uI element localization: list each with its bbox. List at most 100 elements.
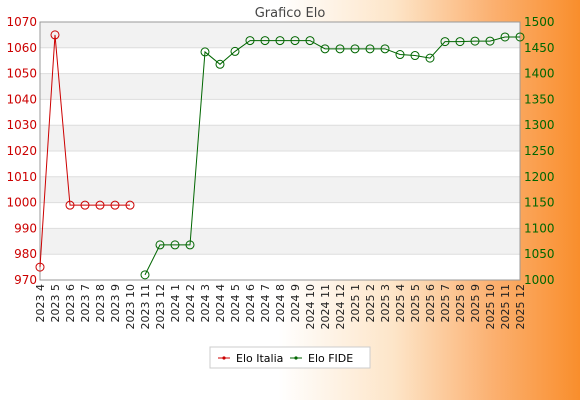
data-point [65, 200, 75, 210]
x-tick-label: 2025 7 [439, 284, 452, 323]
series-layer [35, 30, 525, 280]
x-tick-label: 2023 7 [79, 284, 92, 323]
plot-band [40, 73, 520, 100]
plot-band [40, 22, 520, 48]
y-left-tick-label: 1060 [6, 41, 37, 55]
data-point [110, 200, 120, 210]
data-point [425, 53, 435, 63]
plot-band [40, 99, 520, 126]
x-tick-label: 2025 9 [469, 284, 482, 323]
y-right-tick-label: 1050 [524, 247, 555, 261]
y-right-tick-label: 1350 [524, 92, 555, 106]
data-point [350, 44, 360, 54]
data-point [440, 37, 450, 47]
x-tick-label: 2023 5 [49, 284, 62, 323]
data-point [485, 36, 495, 46]
y-left-tick-label: 1010 [6, 170, 37, 184]
x-tick-label: 2024 9 [289, 284, 302, 323]
legend-marker [294, 356, 298, 360]
x-tick-label: 2023 6 [64, 284, 77, 323]
series-line [144, 36, 520, 276]
y-right-tick-label: 1400 [524, 67, 555, 81]
x-tick-label: 2025 3 [379, 284, 392, 323]
x-tick-label: 2025 4 [394, 284, 407, 323]
legend: Elo Italia Elo FIDE [209, 346, 371, 369]
series-line [39, 34, 130, 268]
data-point [515, 32, 525, 42]
data-point [365, 44, 375, 54]
y-left-tick-label: 980 [14, 247, 37, 261]
data-point [260, 36, 270, 46]
plot-border [39, 21, 521, 281]
y-axis-right: 1000 1050 1100 1150 1200 1250 1300 1350 1400 1450… [524, 15, 555, 287]
data-point [125, 200, 135, 210]
plot-band [40, 254, 520, 280]
x-tick-label: 2025 5 [409, 284, 422, 323]
plot-band [40, 151, 520, 177]
data-point [290, 36, 300, 46]
y-left-tick-label: 970 [14, 273, 37, 287]
x-tick-label: 2024 12 [334, 284, 347, 330]
y-right-tick-label: 1450 [524, 41, 555, 55]
data-point [35, 262, 45, 272]
y-right-tick-label: 1500 [524, 15, 555, 29]
x-tick-label: 2024 10 [304, 284, 317, 330]
plot-band [40, 47, 520, 74]
chart-title: Grafico Elo [255, 6, 326, 21]
y-axis-left: 970 980 990 1000 1010 1020 1030 1040 1050 1060 107… [6, 15, 37, 287]
legend-label: Elo FIDE [308, 352, 353, 365]
data-point [395, 50, 405, 60]
legend-marker [222, 356, 226, 360]
data-point [140, 270, 150, 280]
x-tick-label: 2024 3 [199, 284, 212, 323]
y-right-tick-label: 1250 [524, 144, 555, 158]
x-tick-label: 2025 8 [454, 284, 467, 323]
x-tick-label: 2025 10 [484, 284, 497, 330]
y-left-tick-label: 1000 [6, 196, 37, 210]
y-left-tick-label: 1050 [6, 67, 37, 81]
data-point [155, 240, 165, 250]
data-point [410, 51, 420, 61]
y-right-tick-label: 1300 [524, 118, 555, 132]
data-point [380, 44, 390, 54]
x-tick-label: 2024 1 [169, 284, 182, 323]
y-right-tick-label: 1100 [524, 221, 555, 235]
y-right-tick-label: 1000 [524, 273, 555, 287]
legend-label: Elo Italia [236, 352, 283, 365]
x-tick-label: 2024 11 [319, 284, 332, 330]
plot-band [40, 176, 520, 203]
y-right-tick-label: 1150 [524, 196, 555, 210]
y-left-tick-label: 990 [14, 221, 37, 235]
x-tick-label: 2024 8 [274, 284, 287, 323]
x-tick-label: 2024 2 [184, 284, 197, 323]
data-point [50, 30, 60, 40]
data-point [455, 37, 465, 47]
x-tick-label: 2025 11 [499, 284, 512, 330]
plot-band [40, 125, 520, 151]
data-point [335, 44, 345, 54]
data-point [185, 240, 195, 250]
y-left-tick-label: 1070 [6, 15, 37, 29]
y-left-tick-label: 1030 [6, 118, 37, 132]
x-tick-label: 2023 9 [109, 284, 122, 323]
plot-band [40, 228, 520, 255]
data-point [200, 47, 210, 57]
data-point [95, 200, 105, 210]
x-axis: 2023 4 2023 5 2023 6 2023 7 2023 8 2023 9 2023… [34, 284, 527, 330]
data-point [215, 59, 225, 69]
y-left-tick-label: 1040 [6, 92, 37, 106]
x-tick-label: 2023 12 [154, 284, 167, 330]
x-tick-label: 2024 6 [244, 284, 257, 323]
x-tick-label: 2024 7 [259, 284, 272, 323]
data-point [275, 36, 285, 46]
y-right-tick-label: 1200 [524, 170, 555, 184]
x-tick-label: 2024 5 [229, 284, 242, 323]
x-tick-label: 2023 8 [94, 284, 107, 323]
plot-bands [40, 21, 520, 281]
x-tick-label: 2023 10 [124, 284, 137, 330]
plot-band [40, 202, 520, 229]
x-tick-label: 2023 11 [139, 284, 152, 330]
x-tick-label: 2025 1 [349, 284, 362, 323]
